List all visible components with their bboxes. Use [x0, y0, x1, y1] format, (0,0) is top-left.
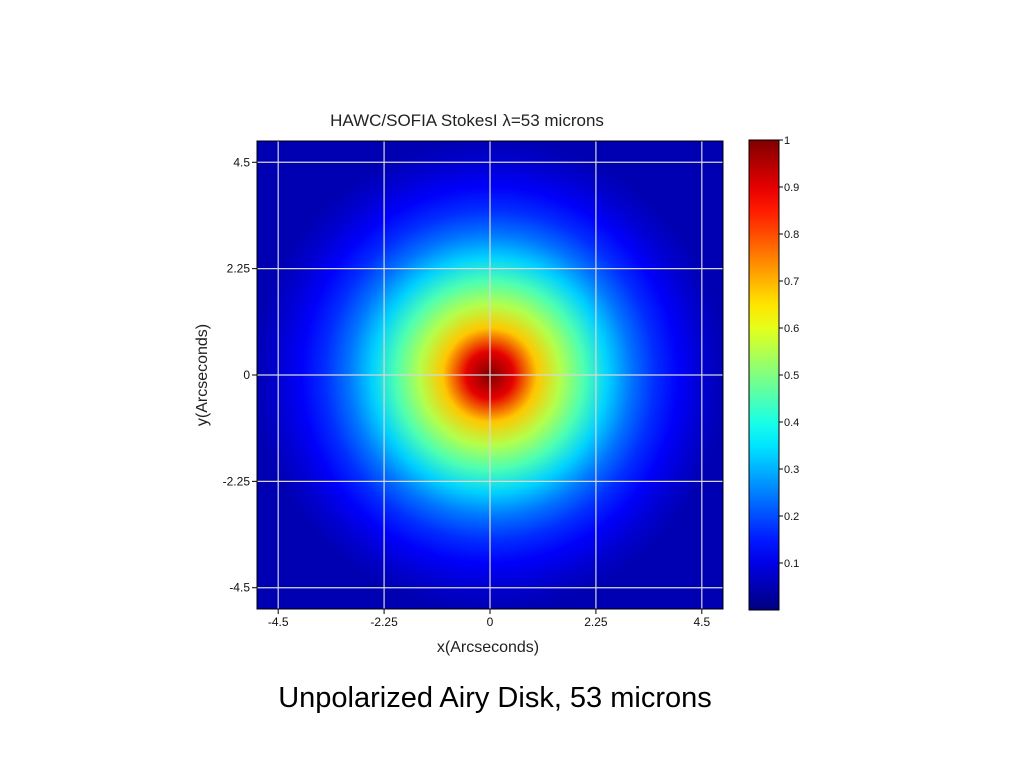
y-tick-label: 2.25 [227, 262, 251, 276]
colorbar-tick-label: 0.6 [784, 323, 799, 335]
colorbar-tick-label: 0.4 [784, 417, 799, 429]
airy-disk-chart: HAWC/SOFIA StokesI λ=53 microns -4.5 -2.2… [194, 111, 799, 656]
grid-lines [257, 141, 723, 609]
colorbar-scale [748, 139, 780, 611]
colorbar-tick-label: 1 [784, 135, 790, 147]
y-axis-label: y(Arcseconds) [194, 324, 211, 426]
slide-caption: Unpolarized Airy Disk, 53 microns [278, 682, 712, 714]
colorbar-tick-label: 0.7 [784, 276, 799, 288]
x-axis-label: x(Arcseconds) [437, 639, 539, 656]
colorbar-tick-label: 0.5 [784, 370, 799, 382]
x-tick-label: 2.25 [584, 615, 608, 629]
x-tick-label: -4.5 [268, 615, 289, 629]
x-tick-label: 0 [487, 615, 494, 629]
colorbar-tick-label: 0.2 [784, 511, 799, 523]
colorbar: 0.1 0.2 0.3 0.4 0.5 0.6 0.7 0.8 0.9 1 [748, 135, 799, 611]
heatmap-plot-area [256, 140, 724, 610]
colorbar-tick-label: 0.3 [784, 464, 799, 476]
y-tick-label: 0 [243, 368, 250, 382]
x-tick-label: -2.25 [370, 615, 398, 629]
y-tick-label: 4.5 [233, 155, 250, 169]
y-axis-ticks: 4.5 2.25 0 -2.25 -4.5 [223, 155, 257, 595]
chart-title: HAWC/SOFIA StokesI λ=53 microns [330, 111, 604, 130]
colorbar-tick-label: 0.1 [784, 558, 799, 570]
colorbar-tick-label: 0.9 [784, 182, 799, 194]
colorbar-ticks: 0.1 0.2 0.3 0.4 0.5 0.6 0.7 0.8 0.9 1 [779, 135, 799, 570]
x-tick-label: 4.5 [693, 615, 710, 629]
y-tick-label: -4.5 [229, 581, 250, 595]
colorbar-tick-label: 0.8 [784, 229, 799, 241]
x-axis-ticks: -4.5 -2.25 0 2.25 4.5 [268, 609, 710, 629]
y-tick-label: -2.25 [223, 474, 251, 488]
